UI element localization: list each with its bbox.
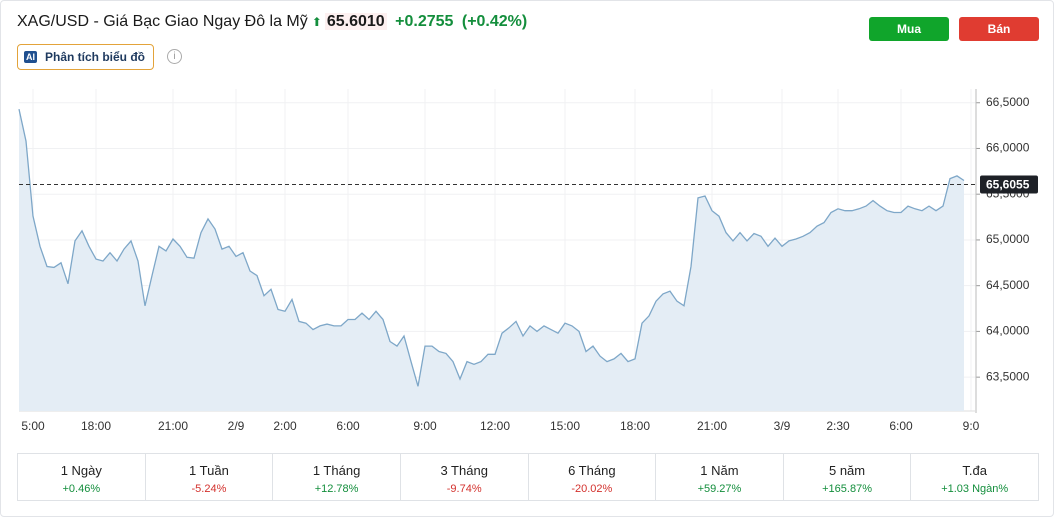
period-change: -20.02% [571, 483, 613, 495]
price-line [18, 108, 965, 387]
period-label: T.đa [962, 463, 987, 478]
x-tick-label: 15:00 [550, 419, 580, 433]
x-tick-label: 2/9 [228, 419, 245, 433]
period-change: +59.27% [697, 483, 742, 495]
header: XAG/USD - Giá Bạc Giao Ngay Đô la Mỹ ⬆ 65.… [17, 13, 527, 31]
ai-icon: AI [24, 51, 37, 63]
period-change: +1.03 Ngàn% [941, 483, 1009, 495]
period-change: +0.46% [62, 483, 101, 495]
x-tick-label: 6:00 [336, 419, 360, 433]
period-cell[interactable]: 3 Tháng -9.74% [401, 454, 529, 500]
x-tick-label: 3/9 [774, 419, 791, 433]
area-fill [19, 109, 964, 411]
period-label: 6 Tháng [568, 463, 616, 478]
period-label: 1 Năm [700, 463, 739, 478]
y-tick-label: 63,5000 [986, 369, 1030, 383]
analysis-label: Phân tích biểu đồ [45, 50, 146, 64]
up-arrow: ⬆ [311, 15, 322, 29]
current-price-label: 65,6055 [986, 178, 1030, 192]
x-tick-label: 6:00 [889, 419, 913, 433]
period-label: 3 Tháng [440, 463, 488, 478]
price: 65.6010 [324, 13, 387, 30]
period-cell[interactable]: 5 năm +165.87% [784, 454, 912, 500]
title: XAG/USD - Giá Bạc Giao Ngay Đô la Mỹ [17, 13, 308, 30]
period-change: +165.87% [822, 483, 872, 495]
period-cell[interactable]: T.đa +1.03 Ngàn% [911, 454, 1038, 500]
period-cell[interactable]: 1 Năm +59.27% [656, 454, 784, 500]
change-percent: (+0.42%) [461, 13, 528, 30]
period-label: 1 Tháng [312, 463, 361, 478]
y-tick-label: 65,0000 [986, 232, 1030, 246]
period-label: 1 Ngày [60, 463, 102, 478]
x-tick-label: 18:00 [81, 419, 111, 433]
x-tick-label: 18:00 [620, 419, 650, 433]
x-tick-label: 5:00 [21, 419, 45, 433]
y-tick-label: 64,0000 [986, 324, 1030, 338]
info-icon[interactable]: i [167, 49, 182, 64]
y-tick-label: 64,5000 [986, 278, 1030, 292]
sell-button[interactable]: Bán [959, 17, 1039, 41]
period-label: 5 năm [828, 463, 866, 478]
period-cell[interactable]: 1 Ngày +0.46% [18, 454, 146, 500]
period-cell[interactable]: 1 Tuần -5.24% [146, 454, 274, 500]
x-tick-label: 2:30 [826, 419, 850, 433]
chart: 63,500064,000064,500065,000065,500066,00… [18, 89, 1038, 433]
x-tick-label: 2:00 [273, 419, 297, 433]
y-tick-label: 66,0000 [986, 141, 1030, 155]
analysis-button[interactable]: AI Phân tích biểu đồ [17, 44, 155, 70]
x-tick-label: 21:00 [697, 419, 727, 433]
period-bar: 1 Ngày +0.46% 1 Tuần -5.24% 1 Tháng +12.78% 3 … [17, 453, 1039, 501]
period-change: -9.74% [446, 483, 482, 495]
period-label: 1 Tuần [189, 463, 229, 478]
buy-button[interactable]: Mua [869, 17, 949, 41]
x-tick-label: 12:00 [480, 419, 510, 433]
x-tick-label: 21:00 [158, 419, 188, 433]
current-price-box [980, 175, 1038, 194]
period-change: -5.24% [191, 483, 227, 495]
y-tick-label: 66,5000 [986, 95, 1030, 109]
period-cell[interactable]: 6 Tháng -20.02% [529, 454, 657, 500]
period-change: +12.78% [314, 483, 359, 495]
period-cell[interactable]: 1 Tháng +12.78% [273, 454, 401, 500]
x-tick-label: 9:0 [963, 419, 980, 433]
x-tick-label: 9:00 [413, 419, 437, 433]
change: +0.2755 [395, 13, 454, 30]
